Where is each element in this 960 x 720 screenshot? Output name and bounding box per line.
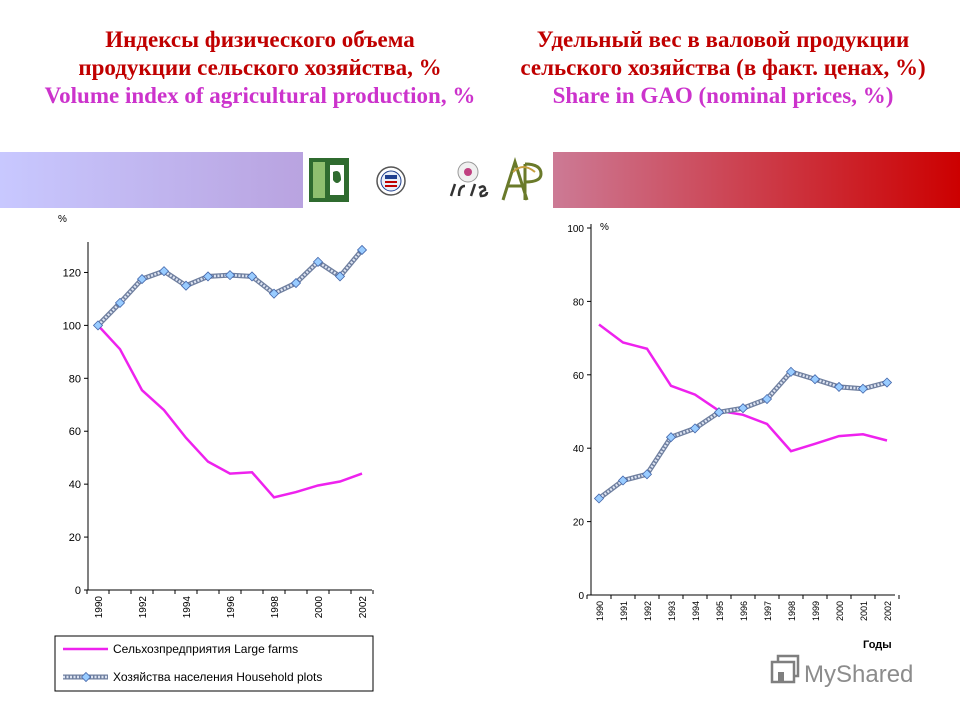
right-title-en: Share in GAO (nominal prices, %) (552, 83, 894, 108)
household-point (641, 469, 653, 480)
y-tick-label: 20 (69, 532, 81, 544)
household-point (713, 407, 725, 418)
mymail-logo: MyShared (768, 652, 928, 692)
legend-household-label: Хозяйства населения Household plots (113, 670, 322, 684)
share-gao-chart: 0 20 40 60 80 100 % 1990 1991 1992 1993 1994 1995 199… (567, 222, 900, 651)
y-tick-label: 120 (63, 267, 81, 279)
watermark-text: MyShared (804, 661, 913, 688)
x-tick-label: 1999 (811, 601, 821, 621)
y-tick-label: 100 (567, 224, 584, 235)
household-point (114, 297, 126, 308)
household-point (290, 277, 302, 289)
x-tick-label: 1996 (739, 601, 749, 621)
left-title-ru-line2: продукции сельского хозяйства, % (78, 55, 442, 80)
band-left-gradient (0, 152, 303, 208)
household-point (785, 366, 797, 377)
household-point (334, 271, 346, 282)
legend: Сельхозпредприятия Large farms Хозяйства … (54, 635, 374, 692)
x-tick-label: 1996 (226, 596, 237, 619)
right-title-ru-line2: сельского хозяйства (в факт. ценах, %) (520, 55, 926, 80)
x-tick-label: 1992 (138, 596, 149, 619)
household-point (593, 493, 605, 504)
legend-household-marker (80, 671, 92, 683)
household-point (881, 377, 893, 388)
x-tick-label: 1998 (270, 596, 281, 619)
household-point (312, 256, 324, 267)
household-point (665, 432, 677, 443)
household-point (617, 475, 629, 486)
volume-index-chart: 0 20 40 60 80 100 120% 1990 1992 1994 1996 1998 2000… (54, 214, 374, 692)
household-point (833, 381, 845, 392)
y-tick-label: 60 (69, 426, 81, 438)
legend-box (54, 635, 374, 692)
x-tick-label: 2000 (835, 601, 845, 621)
x-tick-label: 2001 (859, 601, 869, 621)
large-farms-series-line (97, 324, 363, 499)
household-point (158, 266, 170, 277)
band-right-gradient (553, 152, 960, 208)
y-tick-label: 80 (573, 297, 585, 308)
household-point (136, 274, 148, 285)
y-tick-label: 0 (75, 585, 81, 597)
legend-large-farms-label: Сельхозпредприятия Large farms (113, 642, 298, 656)
x-tick-label: 1993 (667, 601, 677, 621)
household-point (224, 270, 236, 281)
y-tick-label: 40 (69, 479, 81, 491)
left-title: Индексы физического объема продукции сел… (20, 26, 500, 110)
household-point (356, 244, 368, 256)
x-tick-label: 2000 (314, 596, 325, 619)
y-unit-label: % (58, 214, 67, 225)
x-tick-label: 1992 (643, 601, 653, 621)
household-point (761, 393, 773, 405)
left-title-en: Volume index of agricultural production,… (44, 83, 476, 108)
seal-logo-icon (376, 166, 406, 196)
book-logo-icon (309, 158, 349, 202)
right-title-ru-line1: Удельный вес в валовой продукции (536, 27, 910, 52)
ap-logo-icon (501, 157, 543, 201)
x-tick-label: 1997 (763, 601, 773, 621)
household-point (202, 271, 214, 282)
x-tick-label: 2002 (358, 596, 369, 619)
x-tick-label: 1990 (94, 596, 105, 619)
x-tick-label: 1995 (715, 601, 725, 621)
household-point (689, 423, 701, 434)
household-point (809, 374, 821, 385)
household-point (246, 271, 258, 282)
x-tick-label: 1994 (691, 601, 701, 621)
x-tick-label: 2002 (883, 601, 893, 621)
y-tick-label: 60 (573, 371, 585, 382)
household-point (737, 403, 749, 414)
header-band (0, 152, 960, 208)
right-title: Удельный вес в валовой продукции сельско… (498, 26, 948, 110)
x-tick-label: 1991 (619, 601, 629, 621)
large-farms-series-line (598, 323, 888, 453)
household-point (857, 383, 869, 394)
household-point (92, 320, 104, 331)
x-tick-label: 1990 (595, 601, 605, 621)
logo-strip (303, 152, 553, 208)
iris-logo-icon (449, 161, 489, 198)
y-tick-label: 40 (573, 444, 585, 455)
y-tick-label: 0 (578, 591, 584, 602)
x-axis-title: Годы (863, 639, 892, 651)
y-tick-label: 20 (573, 518, 585, 529)
mymail-logo-icon (770, 654, 800, 684)
y-unit-label: % (600, 222, 609, 233)
x-tick-label: 1994 (182, 596, 193, 619)
left-title-ru-line1: Индексы физического объема (105, 27, 415, 52)
y-tick-label: 100 (63, 320, 81, 332)
household-point (180, 280, 192, 291)
y-tick-label: 80 (69, 373, 81, 385)
household-point (268, 288, 280, 299)
x-tick-label: 1998 (787, 601, 797, 621)
